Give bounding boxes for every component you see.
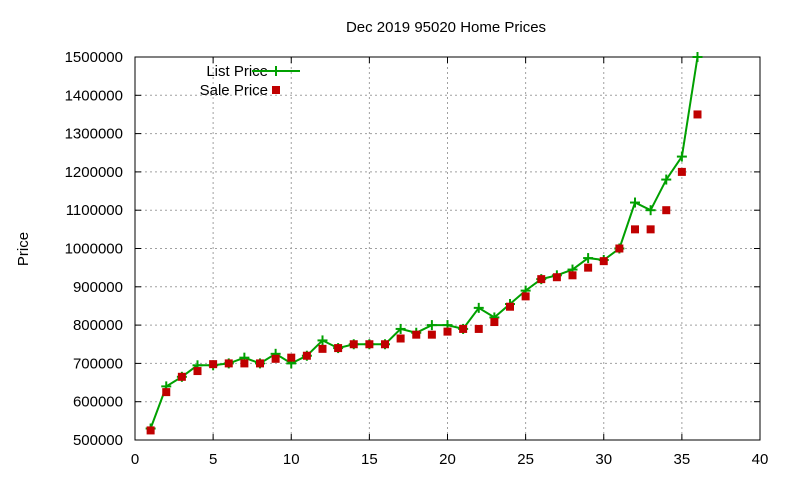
sale-price-point [146,426,155,435]
y-tick-label: 500000 [73,432,123,449]
y-tick-label: 600000 [73,394,123,411]
list-price-point [473,302,484,313]
sale-price-point [224,359,233,368]
y-tick-label: 1200000 [65,164,123,181]
sale-price-point [521,292,530,301]
sale-price-point [381,340,389,349]
sale-price-point [302,351,311,360]
chart-title: Dec 2019 95020 Home Prices [346,19,546,36]
legend-label: Sale Price [200,82,268,99]
series-sale-price [146,110,702,435]
sale-price-point [584,263,593,272]
series-list-price [145,52,703,434]
x-tick-label: 35 [674,451,691,468]
sale-price-point [677,167,686,176]
sale-price-point [599,257,608,266]
legend-item: Sale Price [200,82,280,99]
list-price-point [676,151,687,162]
sale-price-point [365,340,374,349]
legend: List Price Sale Price [200,63,300,99]
x-tick-label: 30 [595,451,612,468]
sale-price-point [537,275,546,284]
list-price-point [317,335,328,346]
sale-price-point [396,334,405,343]
legend-plus-marker [271,66,281,76]
grid-lines [135,57,760,440]
y-tick-label: 900000 [73,279,123,296]
x-tick-label: 20 [439,451,456,468]
data-series [145,52,703,435]
y-axis-label: Price [15,232,32,266]
y-tick-label: 1100000 [66,202,123,219]
sale-price-point [287,353,296,362]
x-tick-label: 10 [283,451,300,468]
sale-price-point [271,354,280,363]
sale-price-point [615,244,624,253]
sale-price-point [443,327,452,336]
sale-price-point [490,318,499,327]
y-tick-label: 800000 [73,317,123,334]
sale-price-point [693,110,702,119]
sale-price-point [662,206,671,215]
y-tick-label: 1500000 [65,49,123,66]
list-price-point [583,253,594,264]
legend-square-marker [272,86,280,94]
list-price-point [661,174,672,185]
list-price-point [426,320,437,331]
y-tick-label: 1000000 [65,241,123,258]
sale-price-point [349,340,358,349]
sale-price-point [506,302,514,311]
x-tick-label: 40 [752,451,769,468]
sale-price-point [412,330,421,339]
list-price-point [645,205,656,216]
list-price-point [692,52,703,62]
sale-price-point [162,388,171,397]
sale-price-point [459,324,468,333]
sale-price-point [631,225,639,234]
y-tick-label: 1300000 [65,126,123,143]
y-tick-label: 700000 [73,355,123,372]
sale-price-point [256,359,264,368]
sale-price-point [427,330,436,339]
list-price-line [149,56,699,429]
list-price-point [395,323,406,334]
legend-item: List Price [206,63,300,80]
sale-price-point [318,344,327,353]
x-tick-label: 0 [131,451,139,468]
x-tick-label: 5 [209,451,217,468]
sale-price-point [209,360,218,369]
sale-price-point [240,359,249,368]
sale-price-point [474,324,483,333]
sale-price-point [193,367,202,376]
y-tick-label: 1400000 [65,87,123,104]
sale-price-point [646,225,655,234]
list-price-point [630,197,640,208]
sale-price-point [334,344,343,353]
sale-price-point [568,271,577,280]
x-tick-label: 15 [361,451,378,468]
sale-price-point [177,372,186,381]
x-tick-label: 25 [517,451,534,468]
sale-price-point [552,273,561,282]
axes: 0 5 10 15 20 25 30 35 40 500000 600000 700000 800000… [65,49,769,468]
legend-label: List Price [206,63,268,80]
